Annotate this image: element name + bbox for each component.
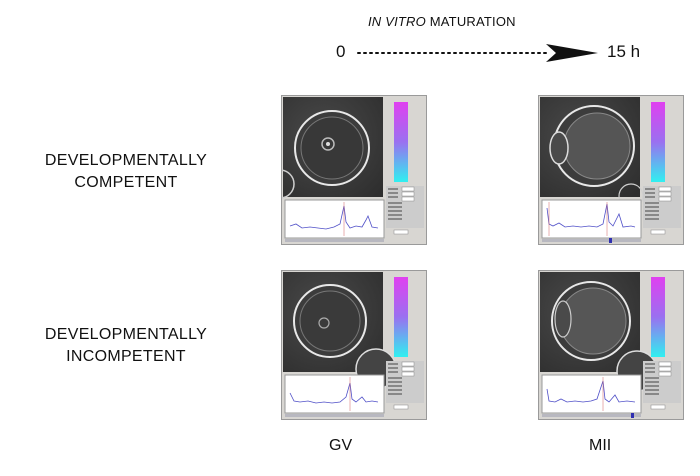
end-time-label: 15 h: [607, 42, 641, 61]
column-label-gv: GV: [329, 437, 353, 454]
colorbar: [651, 277, 665, 357]
time-arrow: [357, 44, 598, 62]
nucleus-gv: [321, 137, 335, 151]
colorbar: [651, 102, 665, 182]
profile-plot: [284, 199, 385, 239]
profile-plot: [541, 374, 642, 414]
polar-body: [549, 131, 569, 165]
row-label-incompetent: DEVELOPMENTALLY INCOMPETENT: [44, 326, 208, 365]
start-time-label: 0: [336, 42, 346, 61]
colorbar: [394, 277, 408, 357]
row-label-competent: DEVELOPMENTALLY COMPETENT: [44, 152, 208, 191]
profile-plot: [541, 199, 642, 239]
panel-competent-mii: [538, 95, 684, 245]
panel-competent-gv: [281, 95, 427, 245]
nucleus-gv: [318, 317, 330, 329]
colorbar: [394, 102, 408, 182]
maturation-title: IN VITRO MATURATION: [368, 14, 516, 29]
polar-body: [554, 300, 572, 338]
column-label-mii: MII: [589, 437, 612, 454]
panel-incompetent-mii: [538, 270, 684, 420]
panel-incompetent-gv: [281, 270, 427, 420]
profile-plot: [284, 374, 385, 414]
